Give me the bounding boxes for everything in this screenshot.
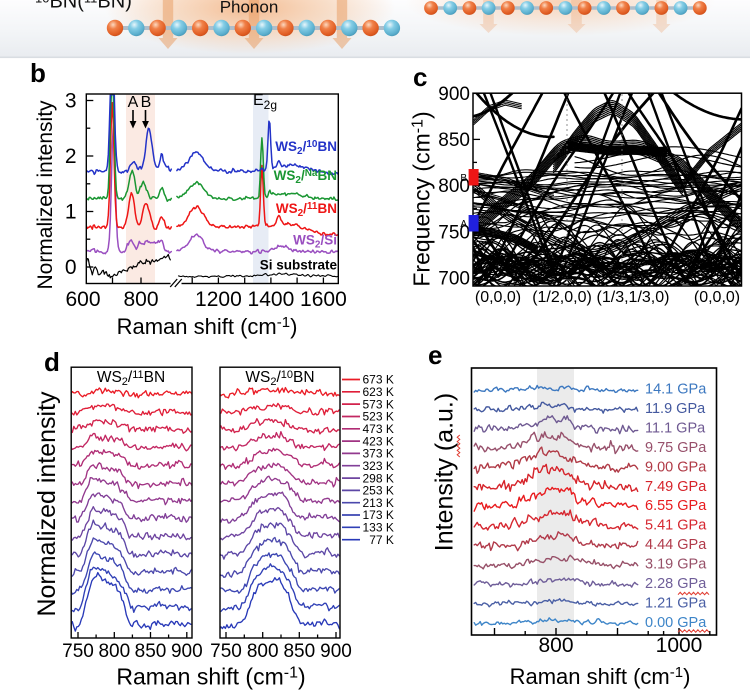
svg-text:850: 850 (135, 641, 167, 662)
svg-text:213 K: 213 K (363, 496, 394, 510)
svg-text:850: 850 (283, 641, 315, 662)
svg-text:10BN(11BN): 10BN(11BN) (35, 0, 132, 13)
svg-text:14.1 GPa: 14.1 GPa (645, 382, 707, 398)
svg-text:800: 800 (98, 641, 130, 662)
svg-text:WS2/11BN: WS2/11BN (97, 369, 165, 388)
svg-text:5.41 GPa: 5.41 GPa (645, 518, 707, 534)
svg-text:2: 2 (65, 145, 77, 168)
svg-text:WS2/NaBN: WS2/NaBN (274, 168, 337, 186)
svg-text:523 K: 523 K (363, 410, 394, 424)
svg-text:B: B (460, 173, 467, 184)
svg-text:800: 800 (438, 176, 470, 197)
svg-text:Intensity (a.u.): Intensity (a.u.) (431, 393, 459, 551)
svg-text:1: 1 (65, 201, 77, 224)
svg-text:3: 3 (65, 90, 77, 113)
svg-text:(0,0,0): (0,0,0) (475, 289, 521, 306)
svg-text:9.75 GPa: 9.75 GPa (645, 440, 707, 456)
svg-text:0.00 GPa: 0.00 GPa (645, 615, 707, 631)
svg-text:11.1 GPa: 11.1 GPa (645, 420, 706, 436)
svg-text:750: 750 (438, 222, 470, 243)
svg-text:4.44 GPa: 4.44 GPa (645, 537, 707, 553)
svg-text:6.55 GPa: 6.55 GPa (645, 498, 707, 514)
svg-text:700: 700 (438, 268, 470, 289)
svg-text:77 K: 77 K (369, 533, 394, 547)
svg-text:Raman shift (cm-1): Raman shift (cm-1) (116, 664, 305, 690)
svg-text:750: 750 (62, 641, 94, 662)
svg-text:Phonon: Phonon (220, 0, 279, 17)
svg-text:1000: 1000 (656, 634, 703, 657)
svg-text:9.00 GPa: 9.00 GPa (645, 459, 707, 475)
svg-text:c: c (413, 62, 427, 92)
svg-text:e: e (428, 340, 442, 370)
svg-text:Raman shift (cm-1): Raman shift (cm-1) (510, 664, 691, 689)
svg-text:11.9 GPa: 11.9 GPa (645, 401, 706, 417)
svg-text:3.19 GPa: 3.19 GPa (645, 557, 707, 573)
svg-text:(1/3,1/3,0): (1/3,1/3,0) (597, 289, 670, 306)
svg-text:900: 900 (438, 84, 470, 105)
svg-text:(0,0,0): (0,0,0) (694, 289, 740, 306)
svg-text:b: b (30, 58, 46, 88)
svg-text:900: 900 (171, 641, 203, 662)
svg-text:173 K: 173 K (363, 508, 394, 522)
svg-text:0: 0 (65, 256, 77, 279)
svg-text:600: 600 (65, 288, 100, 311)
svg-text:253 K: 253 K (363, 484, 394, 498)
svg-text:WS2/11BN: WS2/11BN (276, 201, 337, 219)
svg-text:Normalized intensity: Normalized intensity (33, 391, 61, 617)
svg-text:623 K: 623 K (363, 385, 394, 399)
svg-text:750: 750 (210, 641, 242, 662)
svg-text:Frequency (cm-1): Frequency (cm-1) (409, 111, 435, 286)
svg-text:B: B (141, 94, 152, 111)
svg-text:1400: 1400 (248, 288, 295, 311)
svg-text:Normalized intensity: Normalized intensity (34, 100, 57, 290)
svg-text:423 K: 423 K (363, 434, 394, 448)
svg-text:373 K: 373 K (363, 447, 394, 461)
svg-text:A: A (460, 219, 467, 230)
svg-text:Raman shift (cm-1): Raman shift (cm-1) (117, 314, 298, 339)
svg-text:573 K: 573 K (363, 397, 394, 411)
svg-text:Si substrate: Si substrate (260, 258, 338, 273)
svg-text:800: 800 (123, 288, 158, 311)
svg-text:673 K: 673 K (363, 373, 394, 387)
svg-text:900: 900 (320, 641, 352, 662)
svg-text:850: 850 (438, 130, 470, 151)
svg-text:1200: 1200 (195, 288, 242, 311)
svg-text:2.28 GPa: 2.28 GPa (645, 576, 707, 592)
svg-text:1600: 1600 (300, 288, 347, 311)
svg-text:323 K: 323 K (363, 459, 394, 473)
svg-text:(1/2,0,0): (1/2,0,0) (532, 289, 592, 306)
svg-text:473 K: 473 K (363, 422, 394, 436)
svg-text:d: d (44, 347, 60, 377)
svg-text:WS2/Si: WS2/Si (293, 233, 337, 251)
svg-text:298 K: 298 K (363, 471, 394, 485)
svg-text:800: 800 (538, 634, 573, 657)
svg-text:WS2/10BN: WS2/10BN (275, 139, 337, 157)
svg-text:7.49 GPa: 7.49 GPa (645, 479, 707, 495)
svg-text:800: 800 (247, 641, 279, 662)
svg-text:1.21 GPa: 1.21 GPa (645, 596, 707, 612)
svg-text:A: A (128, 94, 139, 111)
svg-text:133 K: 133 K (363, 521, 394, 535)
svg-text:WS2/10BN: WS2/10BN (245, 369, 314, 388)
